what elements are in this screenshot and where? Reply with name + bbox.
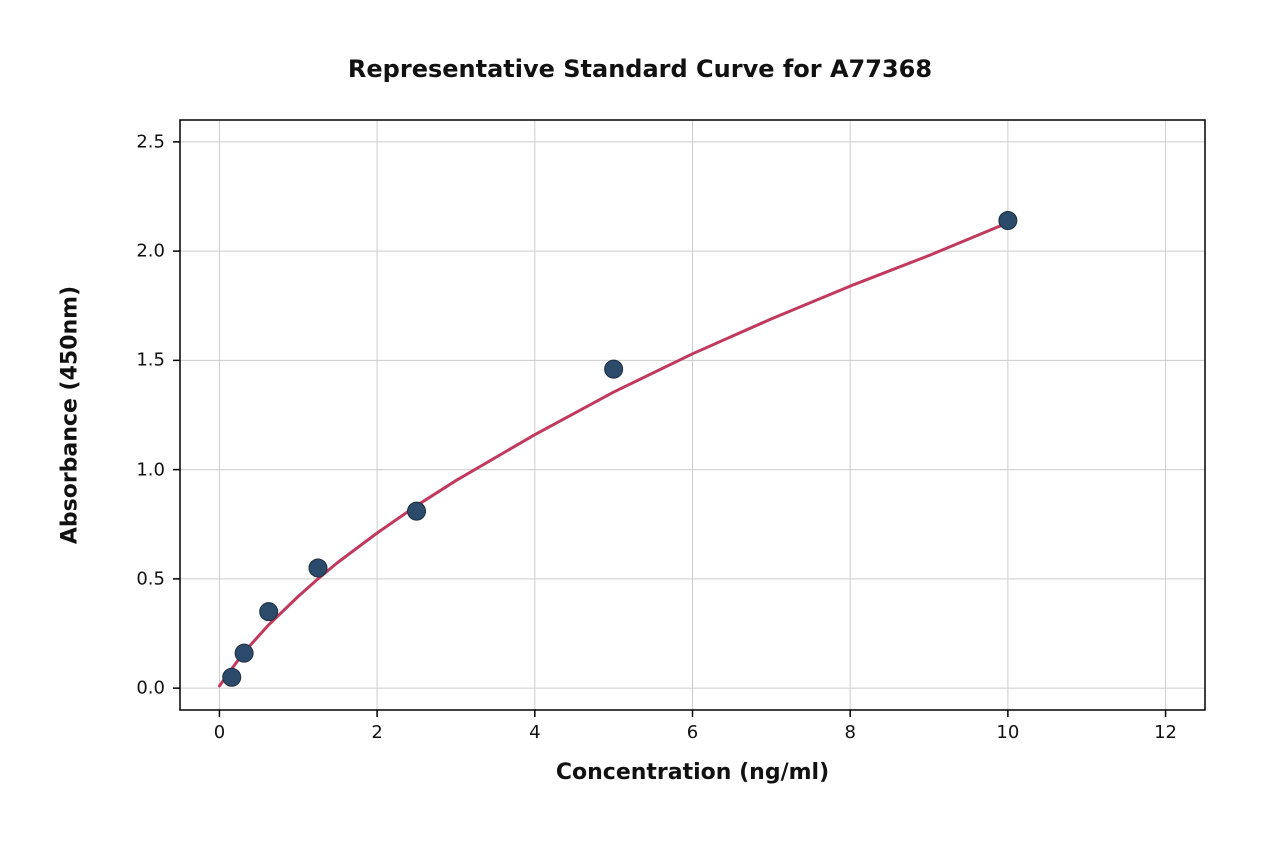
y-tick-label: 0.0	[136, 678, 165, 699]
y-axis-label: Absorbance (450nm)	[58, 286, 83, 544]
y-tick-label: 2.5	[136, 131, 165, 152]
chart-svg	[0, 0, 1280, 845]
x-tick-label: 2	[371, 722, 382, 743]
x-tick-label: 4	[529, 722, 540, 743]
chart-title: Representative Standard Curve for A77368	[0, 55, 1280, 83]
y-tick-label: 2.0	[136, 241, 165, 262]
x-tick-label: 12	[1154, 722, 1177, 743]
y-tick-label: 1.5	[136, 350, 165, 371]
x-tick-label: 8	[844, 722, 855, 743]
x-tick-label: 10	[996, 722, 1019, 743]
chart-container: Representative Standard Curve for A77368…	[0, 0, 1280, 845]
y-tick-label: 0.5	[136, 568, 165, 589]
x-tick-label: 0	[214, 722, 225, 743]
x-axis-label: Concentration (ng/ml)	[180, 760, 1205, 785]
x-tick-label: 6	[687, 722, 698, 743]
y-tick-label: 1.0	[136, 459, 165, 480]
